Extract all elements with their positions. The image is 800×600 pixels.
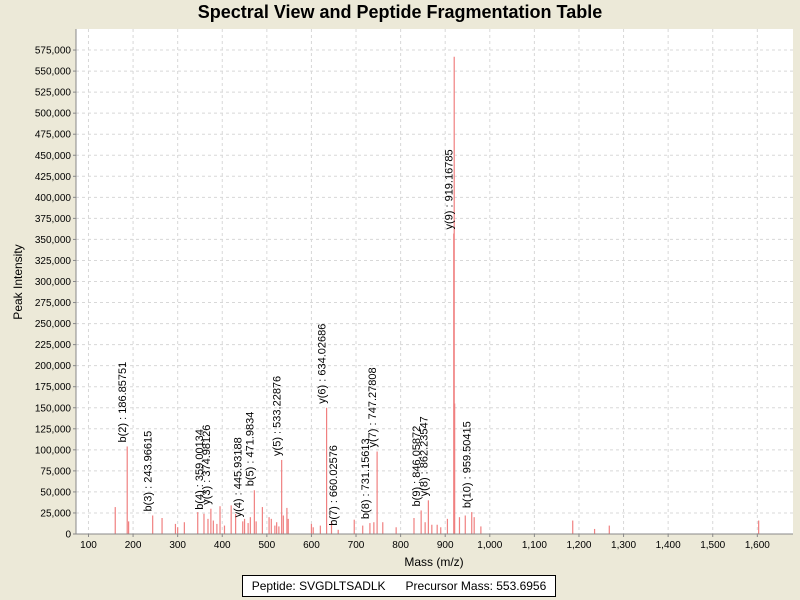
x-tick-label: 900 [437,540,454,551]
x-tick-label: 1,200 [566,540,591,551]
fragment-ion-label: y(3) : 374.98126 [201,425,213,505]
fragment-ion-label: y(5) : 533.22876 [272,376,284,456]
grid-layer [76,29,793,534]
y-tick-label: 25,000 [40,508,71,519]
y-tick-label: 150,000 [35,403,72,414]
x-axis-label: Mass (m/z) [404,555,463,569]
y-tick-label: 175,000 [35,382,72,393]
y-tick-label: 100,000 [35,445,72,456]
x-tick-label: 600 [303,540,320,551]
y-tick-label: 75,000 [40,466,71,477]
fragment-ion-label: y(6) : 634.02686 [317,324,329,404]
fragment-ion-label: b(7) : 660.02576 [328,445,340,526]
fragment-ion-label: b(5) : 471.9834 [244,412,256,487]
fragment-ion-label: y(4) : 445.93188 [233,437,245,517]
y-tick-label: 250,000 [35,319,72,330]
y-tick-label: 450,000 [35,151,72,162]
x-tick-label: 400 [214,540,231,551]
fragment-ion-label: b(3) : 243.96615 [143,431,155,512]
legend-precursor-mass: Precursor Mass: 553.6956 [405,579,547,593]
x-tick-label: 700 [348,540,365,551]
fragment-ion-label: y(8) : 862.23547 [418,416,430,496]
y-tick-label: 400,000 [35,193,72,204]
y-tick-label: 500,000 [35,109,72,120]
y-tick-label: 575,000 [35,46,72,57]
y-tick-label: 550,000 [35,67,72,78]
x-tick-label: 800 [392,540,409,551]
x-tick-label: 1,300 [611,540,636,551]
y-axis-label: Peak Intensity [11,244,25,319]
annotation-layer: b(2) : 186.85751 b(3) : 243.96615 b(4) : 3… [117,149,474,525]
x-tick-label: 1,000 [477,540,502,551]
plot-area [76,29,793,534]
x-tick-label: 1,500 [700,540,725,551]
fragment-ion-label: b(10) : 959.50415 [462,421,474,508]
fragment-ion-label: b(2) : 186.85751 [117,362,129,443]
x-tick-label: 1,600 [745,540,770,551]
x-ticks: 100 200 300 400 500 600 700 800 900 1,000 1,100 1,2… [80,534,770,551]
y-tick-label: 350,000 [35,235,72,246]
y-tick-label: 225,000 [35,340,72,351]
chart-title: Spectral View and Peptide Fragmentation … [197,2,603,22]
x-tick-label: 1,400 [656,540,681,551]
y-tick-label: 325,000 [35,256,72,267]
y-tick-label: 525,000 [35,88,72,99]
y-tick-label: 50,000 [40,487,71,498]
x-tick-label: 500 [258,540,275,551]
y-tick-label: 425,000 [35,172,72,183]
y-tick-label: 300,000 [35,277,72,288]
y-tick-label: 275,000 [35,298,72,309]
x-tick-label: 300 [169,540,186,551]
legend-peptide: Peptide: SVGDLTSADLK [251,579,386,593]
peak-layer [114,56,760,534]
y-tick-label: 125,000 [35,424,72,435]
legend-box: Peptide: SVGDLTSADLK Precursor Mass: 553… [242,575,556,597]
y-tick-label: 475,000 [35,130,72,141]
fragment-ion-label: y(7) : 747.27808 [367,367,379,447]
y-tick-label: 0 [65,530,71,541]
y-tick-label: 375,000 [35,214,72,225]
x-tick-label: 200 [125,540,142,551]
x-tick-label: 100 [80,540,97,551]
y-tick-label: 200,000 [35,361,72,372]
fragment-ion-label: b(4) : 359.00134 [194,429,206,510]
y-ticks: 0 25,000 50,000 75,000 100,000 125,000 150,000… [35,46,76,541]
fragment-ion-label: y(9) : 919.16785 [444,149,456,229]
x-tick-label: 1,100 [522,540,547,551]
fragment-ion-label: b(8) : 731.15613 [360,438,372,519]
fragment-ion-label: b(9) : 846.05872 [411,426,423,507]
